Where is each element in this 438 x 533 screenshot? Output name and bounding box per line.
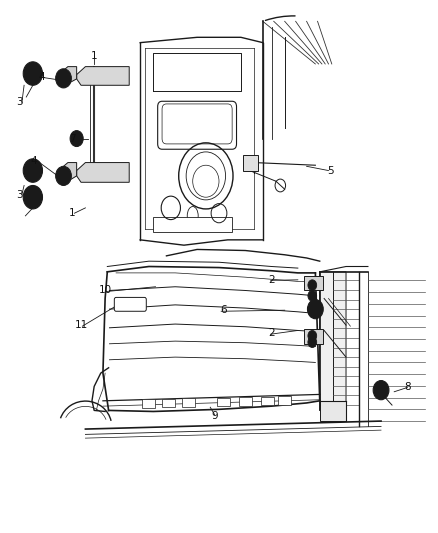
Circle shape xyxy=(27,190,39,204)
Text: 2: 2 xyxy=(268,328,275,338)
Bar xyxy=(261,397,274,405)
Polygon shape xyxy=(320,272,346,410)
Polygon shape xyxy=(77,163,129,182)
FancyBboxPatch shape xyxy=(162,104,232,144)
Text: 1: 1 xyxy=(91,51,98,61)
Circle shape xyxy=(27,67,39,80)
Text: 6: 6 xyxy=(220,305,227,315)
Bar xyxy=(304,329,323,344)
Text: 8: 8 xyxy=(404,383,411,392)
Text: 3: 3 xyxy=(16,190,23,199)
Text: 4: 4 xyxy=(38,72,45,82)
Text: 9: 9 xyxy=(211,411,218,421)
Bar xyxy=(162,399,175,407)
Circle shape xyxy=(73,134,80,143)
Circle shape xyxy=(311,304,320,314)
Circle shape xyxy=(70,131,83,147)
Text: 4: 4 xyxy=(31,156,38,166)
FancyBboxPatch shape xyxy=(158,101,237,149)
Circle shape xyxy=(23,185,42,209)
Circle shape xyxy=(308,290,317,301)
Ellipse shape xyxy=(187,207,198,225)
Text: 10: 10 xyxy=(99,286,112,295)
Text: 2: 2 xyxy=(268,275,275,285)
Circle shape xyxy=(308,337,317,348)
Circle shape xyxy=(377,385,385,395)
Circle shape xyxy=(59,73,68,84)
Polygon shape xyxy=(64,163,77,181)
FancyBboxPatch shape xyxy=(114,297,146,311)
Circle shape xyxy=(308,330,317,341)
Polygon shape xyxy=(320,401,346,421)
Polygon shape xyxy=(77,67,129,85)
Text: 5: 5 xyxy=(327,166,334,175)
Text: 11: 11 xyxy=(74,320,88,330)
Bar xyxy=(217,398,230,406)
Circle shape xyxy=(56,166,71,185)
Text: 1: 1 xyxy=(69,208,76,218)
Circle shape xyxy=(308,280,317,290)
Circle shape xyxy=(56,69,71,88)
Polygon shape xyxy=(64,67,77,84)
Circle shape xyxy=(23,62,42,85)
Bar xyxy=(243,155,258,171)
Bar xyxy=(153,217,232,232)
Circle shape xyxy=(27,164,39,177)
Text: 7: 7 xyxy=(69,134,76,143)
Circle shape xyxy=(23,159,42,182)
Bar xyxy=(239,397,252,406)
Circle shape xyxy=(307,300,323,319)
Text: 3: 3 xyxy=(16,98,23,107)
Bar xyxy=(278,396,291,405)
Bar xyxy=(304,276,323,290)
Bar xyxy=(142,399,155,408)
Bar xyxy=(182,398,195,407)
Circle shape xyxy=(373,381,389,400)
Circle shape xyxy=(59,171,68,181)
